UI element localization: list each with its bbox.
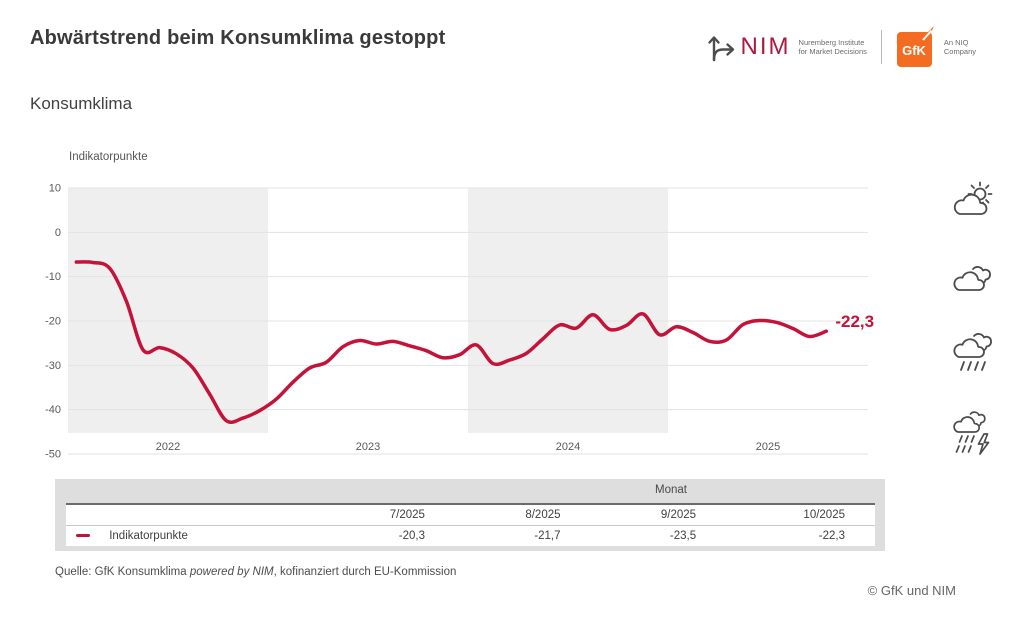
values-table: 7/2025 8/2025 9/2025 10/2025 Indikatorpu… [66,503,875,546]
copyright-note: © GfK und NIM [867,583,956,598]
table-group-header: Monat [655,484,687,496]
weather-icon-column [947,180,999,457]
svg-text:-50: -50 [45,449,61,461]
svg-text:-10: -10 [45,271,61,283]
svg-text:-30: -30 [45,360,61,372]
svg-text:0: 0 [55,227,61,239]
table-header-row: 7/2025 8/2025 9/2025 10/2025 [66,504,875,526]
chart-title: Konsumklima [30,94,133,113]
y-axis-title: Indikatorpunkte [69,151,148,163]
svg-text:GfK: GfK [902,43,926,58]
svg-text:2024: 2024 [556,441,580,453]
svg-text:2025: 2025 [756,441,780,453]
svg-text:-20: -20 [45,316,61,328]
niq-tagline: An NIQ Company [943,37,976,56]
series-label-cell: Indikatorpunkte [66,526,319,547]
month-column-header: 10/2025 [726,504,875,526]
svg-text:10: 10 [49,183,61,195]
latest-value-label: -22,3 [835,312,874,331]
value-cell: -23,5 [669,530,697,542]
rain-cloud-icon [953,333,992,371]
nim-logo-text: NIM [740,33,791,60]
nim-tagline: Nuremberg Institute for Market Decisions [798,37,867,56]
svg-text:2022: 2022 [156,441,180,453]
month-column-header: 9/2025 [590,504,727,526]
series-label: Indikatorpunkte [109,530,188,542]
empty-header-cell [66,504,320,526]
value-cell: -22,3 [818,530,845,542]
value-cell: -20,3 [398,530,425,542]
value-cell: -21,7 [534,530,561,542]
logo-group: NIM Nuremberg Institute for Market Decis… [707,26,976,68]
gfk-logo: GfK [896,26,934,67]
svg-text:2023: 2023 [356,441,380,453]
series-legend-dash [76,533,90,537]
page-title: Abwärtstrend beim Konsumklima gestoppt [30,27,446,49]
svg-text:-40: -40 [45,404,61,416]
monthly-values-panel: Monat 7/2025 8/2025 9/2025 10/2025 Indik… [55,479,885,551]
nim-arrows-icon [707,36,734,62]
logo-divider [880,30,882,64]
month-column-header: 7/2025 [319,504,455,526]
clouds-icon [953,266,991,291]
konsumklima-line-chart: 2022 2023 2024 2025 10 0 -10 -20 -30 -40 -50 -22,3 [45,183,874,461]
sun-behind-cloud-icon [953,181,993,215]
month-column-header: 8/2025 [454,504,591,526]
table-row: Indikatorpunkte -20,3 -21,7 -23,5 -22,3 [66,526,875,547]
source-note: Quelle: GfK Konsumklima powered by NIM, … [55,566,457,578]
thunderstorm-cloud-icon [953,411,990,455]
table-group-header-row: Monat [55,479,885,503]
